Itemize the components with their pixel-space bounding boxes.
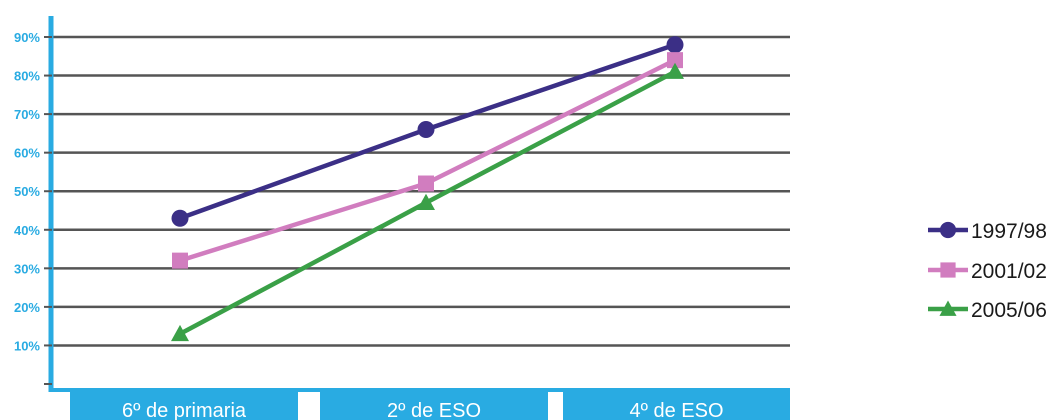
x-category-label: 4º de ESO — [629, 400, 723, 420]
series-lines — [171, 36, 684, 342]
y-tick-label: 20% — [14, 300, 40, 315]
legend-entry: 1997/98 — [928, 220, 1047, 243]
data-point — [171, 324, 189, 342]
category-box — [563, 390, 790, 420]
x-category-label: 6º de primaria — [122, 400, 247, 420]
data-point — [939, 300, 957, 316]
series — [171, 62, 684, 342]
data-point — [667, 52, 683, 69]
data-point — [666, 36, 684, 54]
y-tick-label: 40% — [14, 223, 40, 238]
x-axis-categories: 6º de primaria 2º de ESO 4º de ESO — [70, 390, 790, 420]
legend: 1997/98 2001/02 2005/06 — [928, 220, 1047, 322]
legend-label: 2001/02 — [971, 260, 1047, 283]
data-point — [666, 62, 684, 79]
legend-entry: 2005/06 — [928, 299, 1047, 322]
data-point — [940, 262, 956, 278]
data-point — [418, 175, 434, 192]
y-tick-label: 30% — [14, 261, 40, 276]
category-box — [320, 390, 548, 420]
legend-label: 1997/98 — [971, 220, 1047, 243]
series — [171, 36, 684, 227]
category-box — [70, 390, 298, 420]
series — [172, 52, 683, 269]
data-point — [171, 209, 189, 227]
legend-entry: 2001/02 — [928, 260, 1047, 283]
y-tick-label: 10% — [14, 338, 40, 353]
data-point — [417, 121, 435, 139]
data-point — [417, 193, 435, 210]
data-point — [172, 252, 188, 269]
y-axis-ticks: 10% 20% 30% 40% 50% 60% 70% 80% 90% — [14, 30, 52, 385]
x-category-label: 2º de ESO — [387, 400, 481, 420]
y-tick-label: 70% — [14, 107, 40, 122]
y-tick-label: 50% — [14, 184, 40, 199]
legend-label: 2005/06 — [971, 299, 1047, 322]
data-point — [939, 221, 957, 239]
y-tick-label: 60% — [14, 146, 40, 161]
y-tick-label: 80% — [14, 69, 40, 84]
y-tick-label: 90% — [14, 30, 40, 45]
